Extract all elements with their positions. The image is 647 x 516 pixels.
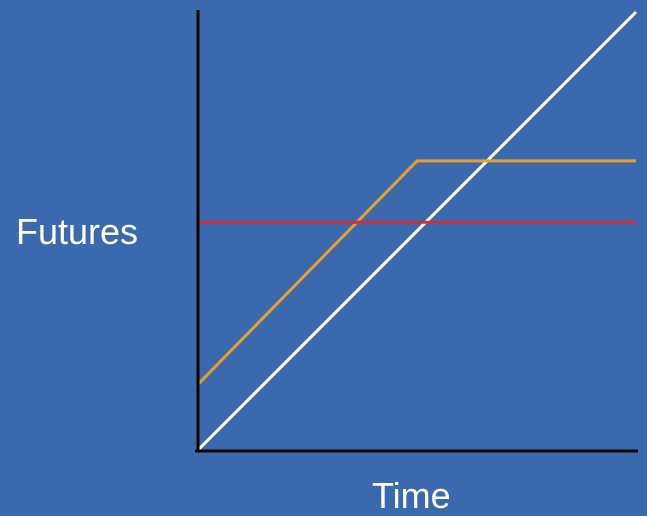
y-axis-label: Futures	[16, 211, 139, 252]
orange-capped-line	[196, 159, 636, 386]
white-diagonal-line	[196, 10, 638, 452]
x-axis-label: Time	[372, 475, 451, 516]
